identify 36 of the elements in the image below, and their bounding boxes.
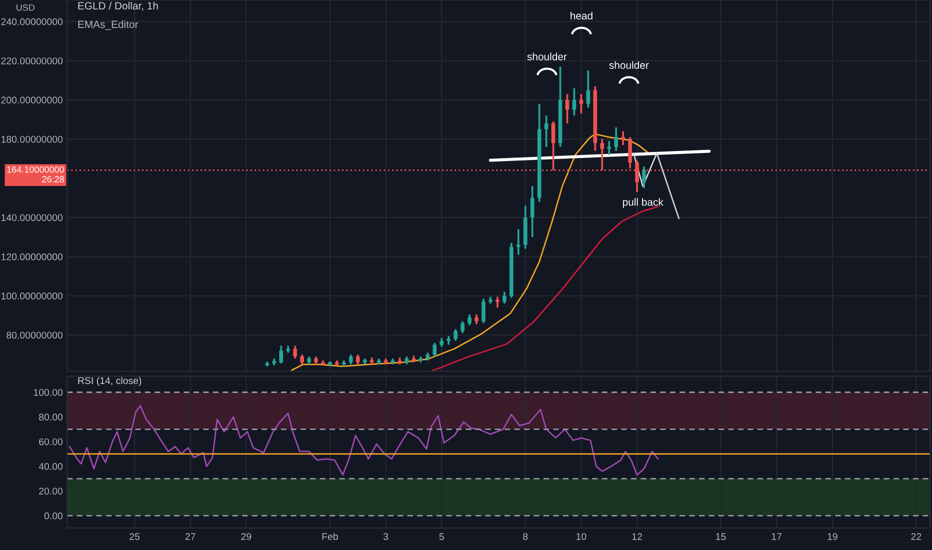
x-tick-label: 12 bbox=[632, 533, 642, 540]
x-tick-label: 5 bbox=[439, 533, 444, 540]
x-tick-label: 10 bbox=[576, 533, 586, 540]
ref-line-label: 164.10000000 26:28 bbox=[7, 166, 64, 182]
y-tick-label: 100.00000000 bbox=[2, 292, 63, 300]
annotation: shoulder bbox=[527, 52, 567, 60]
annotation: pull back bbox=[622, 198, 664, 208]
y-tick-label: 240.00000000 bbox=[1, 18, 63, 26]
y-tick-label: 80.00 bbox=[39, 414, 63, 421]
y-tick-label: 80.00000000 bbox=[6, 332, 63, 339]
y-tick-label: 220.00000000 bbox=[1, 57, 63, 64]
y-tick-label: 100.00 bbox=[34, 388, 63, 396]
x-tick-label: 27 bbox=[185, 533, 196, 540]
x-tick-label: 17 bbox=[772, 533, 782, 540]
chart-title: RSI (14, close) bbox=[78, 376, 142, 386]
y-tick-label: 20.00 bbox=[39, 488, 63, 495]
y-tick-label: 0.00 bbox=[44, 512, 63, 520]
y-tick-label: 60.00 bbox=[39, 438, 63, 446]
y-axis-title: USD bbox=[16, 4, 35, 11]
x-tick-label: 29 bbox=[241, 533, 252, 540]
x-tick-label: 22 bbox=[911, 533, 922, 540]
x-tick-label: 3 bbox=[383, 533, 388, 540]
annotation: shoulder bbox=[609, 61, 649, 69]
x-tick-label: 8 bbox=[523, 533, 528, 540]
x-tick-label: 15 bbox=[716, 533, 726, 540]
y-tick-label: 180.00000000 bbox=[2, 136, 63, 143]
x-tick-label: 25 bbox=[130, 533, 140, 540]
y-tick-label: 120.00000000 bbox=[2, 253, 63, 260]
y-tick-label: 40.00 bbox=[38, 463, 63, 470]
text: EMAs_Editor bbox=[78, 20, 138, 30]
y-tick-label: 200.00000000 bbox=[1, 96, 63, 104]
x-tick-label: Feb bbox=[322, 532, 338, 540]
y-tick-label: 140.00000000 bbox=[2, 214, 63, 222]
x-tick-label: 19 bbox=[828, 533, 838, 540]
chart-title: EGLD / Dollar, 1h bbox=[78, 2, 158, 11]
annotation: head bbox=[570, 12, 592, 20]
